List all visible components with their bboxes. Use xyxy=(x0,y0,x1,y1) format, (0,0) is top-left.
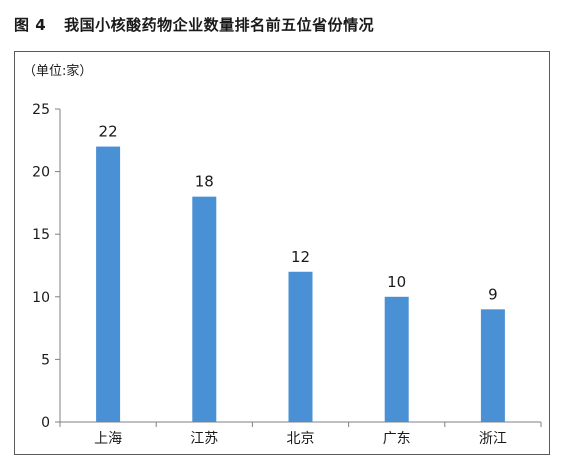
y-tick-label: 0 xyxy=(41,415,50,431)
data-label: 12 xyxy=(291,248,310,266)
bar xyxy=(192,196,217,422)
bar xyxy=(384,296,409,422)
data-label: 18 xyxy=(195,173,214,191)
bar xyxy=(480,309,505,422)
data-label: 10 xyxy=(387,273,406,291)
figure-title: 图 4 我国小核酸药物企业数量排名前五位省份情况 xyxy=(14,14,374,35)
data-label: 9 xyxy=(488,285,498,303)
y-tick-label: 25 xyxy=(32,102,50,118)
y-tick-label: 20 xyxy=(32,165,50,181)
x-axis-ticks: 上海 江苏 北京 广东 浙江 xyxy=(59,422,542,447)
x-tick-label: 北京 xyxy=(287,431,315,447)
x-tick-label: 广东 xyxy=(383,431,411,447)
unit-label: （单位:家） xyxy=(23,63,92,79)
x-tick-label: 上海 xyxy=(94,431,122,447)
data-label: 22 xyxy=(99,123,118,141)
x-tick-label: 浙江 xyxy=(479,431,507,447)
bar-chart: （单位:家） 0 5 10 15 20 25 22 18 12 10 9 上海 江苏 北京 广东 浙江 xyxy=(23,63,542,447)
y-tick-label: 15 xyxy=(32,227,50,243)
bar xyxy=(96,146,121,422)
figure-number: 图 4 xyxy=(14,16,47,34)
chart-frame: （单位:家） 0 5 10 15 20 25 22 18 12 10 9 上海 江苏 北京 广东 浙江 xyxy=(14,51,550,455)
y-tick-label: 5 xyxy=(41,352,50,368)
x-tick-label: 江苏 xyxy=(190,431,218,447)
figure-title-text: 我国小核酸药物企业数量排名前五位省份情况 xyxy=(64,16,375,34)
y-tick-label: 10 xyxy=(32,290,50,306)
bar-series: 22 18 12 10 9 xyxy=(96,123,505,422)
bar xyxy=(288,271,313,422)
y-axis-ticks: 0 5 10 15 20 25 xyxy=(32,102,60,431)
